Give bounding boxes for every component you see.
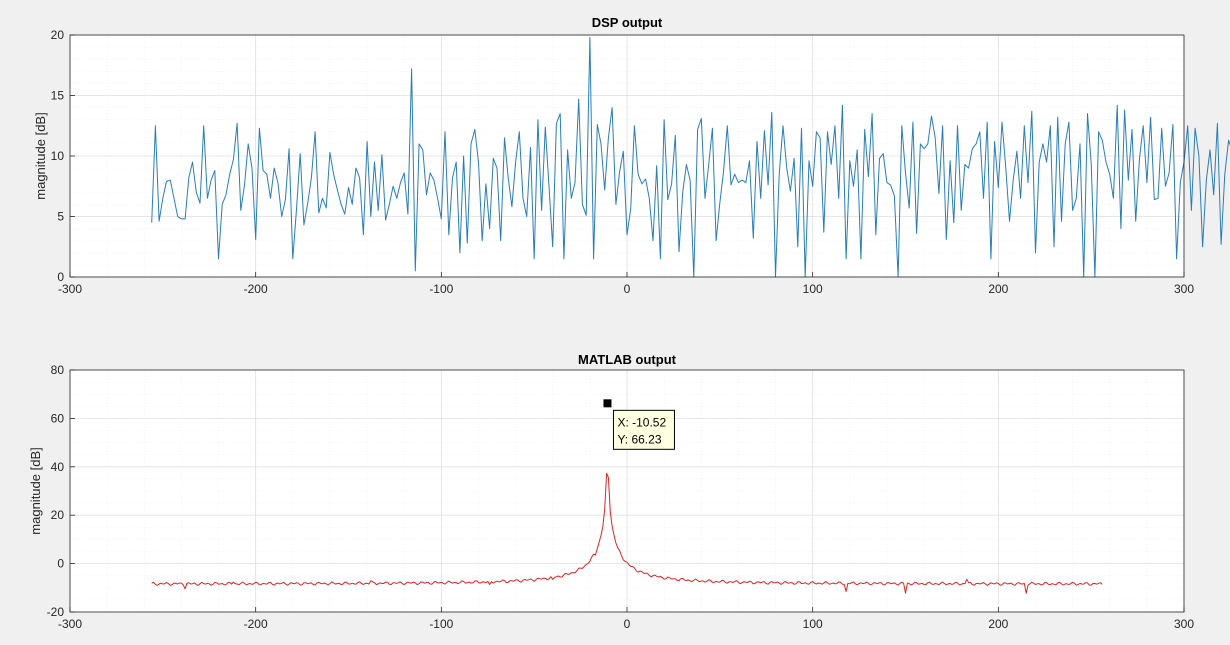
matlab-y-tick-label: 80 bbox=[51, 363, 65, 377]
dsp-x-ticks: -300 -200 -100 0 100 200 300 bbox=[58, 272, 1194, 296]
matlab-x-tick-label: 200 bbox=[988, 617, 1008, 631]
data-tip-y: Y: 66.23 bbox=[617, 432, 661, 446]
dsp-x-tick-label: 200 bbox=[988, 282, 1008, 296]
matlab-x-tick-label: -200 bbox=[244, 617, 268, 631]
matlab-y-tick-label: -20 bbox=[47, 605, 65, 619]
matlab-y-tick-label: 20 bbox=[51, 508, 65, 522]
dsp-x-tick-label: 0 bbox=[624, 282, 631, 296]
dsp-y-tick-label: 20 bbox=[51, 28, 65, 42]
matlab-x-tick-label: -300 bbox=[58, 617, 82, 631]
dsp-output-axes[interactable]: -300 -200 -100 0 100 200 300 0 5 10 15 20 DSP outp… bbox=[33, 15, 1230, 296]
matlab-x-tick-label: 100 bbox=[803, 617, 823, 631]
data-tip-marker[interactable] bbox=[603, 399, 612, 408]
matlab-x-tick-label: 300 bbox=[1174, 617, 1194, 631]
data-tip-box bbox=[612, 409, 675, 450]
dsp-y-tick-label: 5 bbox=[57, 210, 64, 224]
matlab-series bbox=[151, 472, 1103, 594]
dsp-series bbox=[151, 36, 1230, 278]
dsp-y-tick-label: 15 bbox=[51, 89, 65, 103]
dsp-x-tick-label: -100 bbox=[429, 282, 453, 296]
dsp-y-tick-label: 0 bbox=[57, 270, 64, 284]
data-tip[interactable]: X: -10.52 Y: 66.23 bbox=[603, 399, 675, 450]
matlab-x-tick-label: 0 bbox=[624, 617, 631, 631]
matlab-grid bbox=[69, 369, 1185, 613]
matlab-x-tick-label: -100 bbox=[429, 617, 453, 631]
matlab-y-tick-label: 40 bbox=[51, 460, 65, 474]
matlab-ylabel: magnitude [dB] bbox=[28, 447, 43, 534]
dsp-y-tick-label: 10 bbox=[51, 149, 65, 163]
dsp-x-tick-label: -200 bbox=[244, 282, 268, 296]
dsp-y-ticks: 0 5 10 15 20 bbox=[51, 28, 75, 284]
dsp-title: DSP output bbox=[592, 15, 663, 30]
matlab-x-ticks: -300 -200 -100 0 100 200 300 bbox=[58, 607, 1194, 631]
matlab-y-ticks: -20 0 20 40 60 80 bbox=[47, 363, 75, 619]
dsp-x-tick-label: -300 bbox=[58, 282, 82, 296]
matlab-output-line bbox=[151, 472, 1103, 594]
data-tip-x: X: -10.52 bbox=[617, 415, 666, 429]
matlab-title: MATLAB output bbox=[578, 352, 677, 367]
matlab-y-tick-label: 60 bbox=[51, 411, 65, 425]
dsp-output-line bbox=[151, 36, 1230, 278]
dsp-ylabel: magnitude [dB] bbox=[33, 112, 48, 199]
dsp-x-tick-label: 100 bbox=[803, 282, 823, 296]
dsp-x-tick-label: 300 bbox=[1174, 282, 1194, 296]
matlab-y-tick-label: 0 bbox=[57, 557, 64, 571]
